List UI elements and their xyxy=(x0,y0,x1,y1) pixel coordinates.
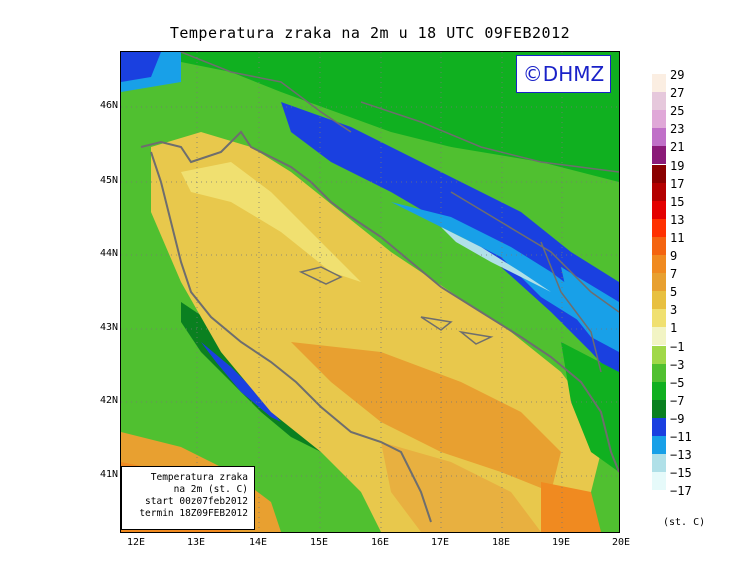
legend-label: −1 xyxy=(670,339,685,354)
info-line-4: termin 18Z09FEB2012 xyxy=(139,508,248,519)
legend-swatch xyxy=(652,255,666,274)
legend-units: (st. C) xyxy=(663,517,706,528)
legend-label: 25 xyxy=(670,104,685,119)
lon-label: 14E xyxy=(248,537,268,548)
legend-swatch xyxy=(652,164,666,183)
lon-label: 16E xyxy=(370,537,390,548)
legend-swatch xyxy=(652,309,666,328)
legend-label: 3 xyxy=(670,303,678,318)
legend-label: 1 xyxy=(670,321,678,336)
lon-label: 18E xyxy=(491,537,511,548)
coastline-italy xyxy=(150,151,432,523)
legend-swatch xyxy=(652,128,666,147)
legend-swatch xyxy=(652,454,666,473)
graticule xyxy=(121,52,619,532)
legend-label: 27 xyxy=(670,86,685,101)
lat-label: 43N xyxy=(99,322,118,333)
lat-label: 46N xyxy=(99,100,118,111)
lat-label: 45N xyxy=(99,175,118,186)
legend-label: 15 xyxy=(670,194,685,209)
legend-swatch xyxy=(652,417,666,436)
legend-label: −17 xyxy=(670,484,692,499)
legend-label: −13 xyxy=(670,448,692,463)
zone-dinaric-cold xyxy=(281,102,619,382)
legend-swatch xyxy=(652,74,666,93)
legend-swatch xyxy=(652,273,666,292)
legend-label: −7 xyxy=(670,393,685,408)
legend-swatch xyxy=(652,327,666,346)
legend-label: 11 xyxy=(670,230,685,245)
legend-swatch xyxy=(652,472,666,491)
coastline-east xyxy=(140,130,619,473)
color-legend xyxy=(652,74,666,491)
legend-swatch xyxy=(652,363,666,382)
lon-label: 19E xyxy=(551,537,571,548)
lat-label: 42N xyxy=(99,395,118,406)
legend-swatch xyxy=(652,399,666,418)
temperature-map xyxy=(120,51,620,533)
info-line-1: Temperatura zraka xyxy=(150,472,248,483)
info-box: Temperatura zraka na 2m (st. C) start 00… xyxy=(121,466,255,530)
info-line-3: start 00z07feb2012 xyxy=(145,496,248,507)
lat-label: 41N xyxy=(99,469,118,480)
legend-label: 9 xyxy=(670,249,678,263)
legend-swatch xyxy=(652,291,666,310)
temperature-field xyxy=(121,52,619,532)
legend-swatch xyxy=(652,236,666,255)
lat-label: 44N xyxy=(99,248,118,259)
legend-swatch xyxy=(652,381,666,400)
legend-label: 13 xyxy=(670,212,685,227)
legend-swatch xyxy=(652,182,666,201)
lon-label: 15E xyxy=(309,537,329,548)
islands xyxy=(298,266,494,345)
lon-label: 12E xyxy=(126,537,146,548)
dhmz-copyright-logo: ©DHMZ xyxy=(516,55,611,93)
legend-swatch xyxy=(652,110,666,129)
legend-label: 17 xyxy=(670,176,685,191)
legend-label: 7 xyxy=(670,267,678,282)
map-title: Temperatura zraka na 2m u 18 UTC 09FEB20… xyxy=(169,24,571,42)
lon-label: 17E xyxy=(430,537,450,548)
legend-label: −9 xyxy=(670,411,685,426)
legend-label: 5 xyxy=(670,285,678,300)
legend-label: −5 xyxy=(670,375,685,390)
legend-label: 29 xyxy=(670,68,685,82)
legend-swatch xyxy=(652,146,666,165)
country-borders xyxy=(180,52,619,373)
legend-label: −15 xyxy=(670,466,692,481)
legend-label: 21 xyxy=(670,140,685,155)
legend-swatch xyxy=(652,345,666,364)
lon-label: 20E xyxy=(611,537,631,548)
legend-label: 19 xyxy=(670,158,685,173)
legend-label: 23 xyxy=(670,122,685,137)
legend-swatch xyxy=(652,200,666,219)
legend-label: −11 xyxy=(670,430,692,444)
legend-swatch xyxy=(652,92,666,111)
info-line-2: na 2m (st. C) xyxy=(173,484,248,495)
legend-swatch xyxy=(652,218,666,237)
legend-label: −3 xyxy=(670,357,685,372)
lon-label: 13E xyxy=(186,537,206,548)
legend-swatch xyxy=(652,436,666,455)
zone-warm-south-sea xyxy=(291,342,561,492)
